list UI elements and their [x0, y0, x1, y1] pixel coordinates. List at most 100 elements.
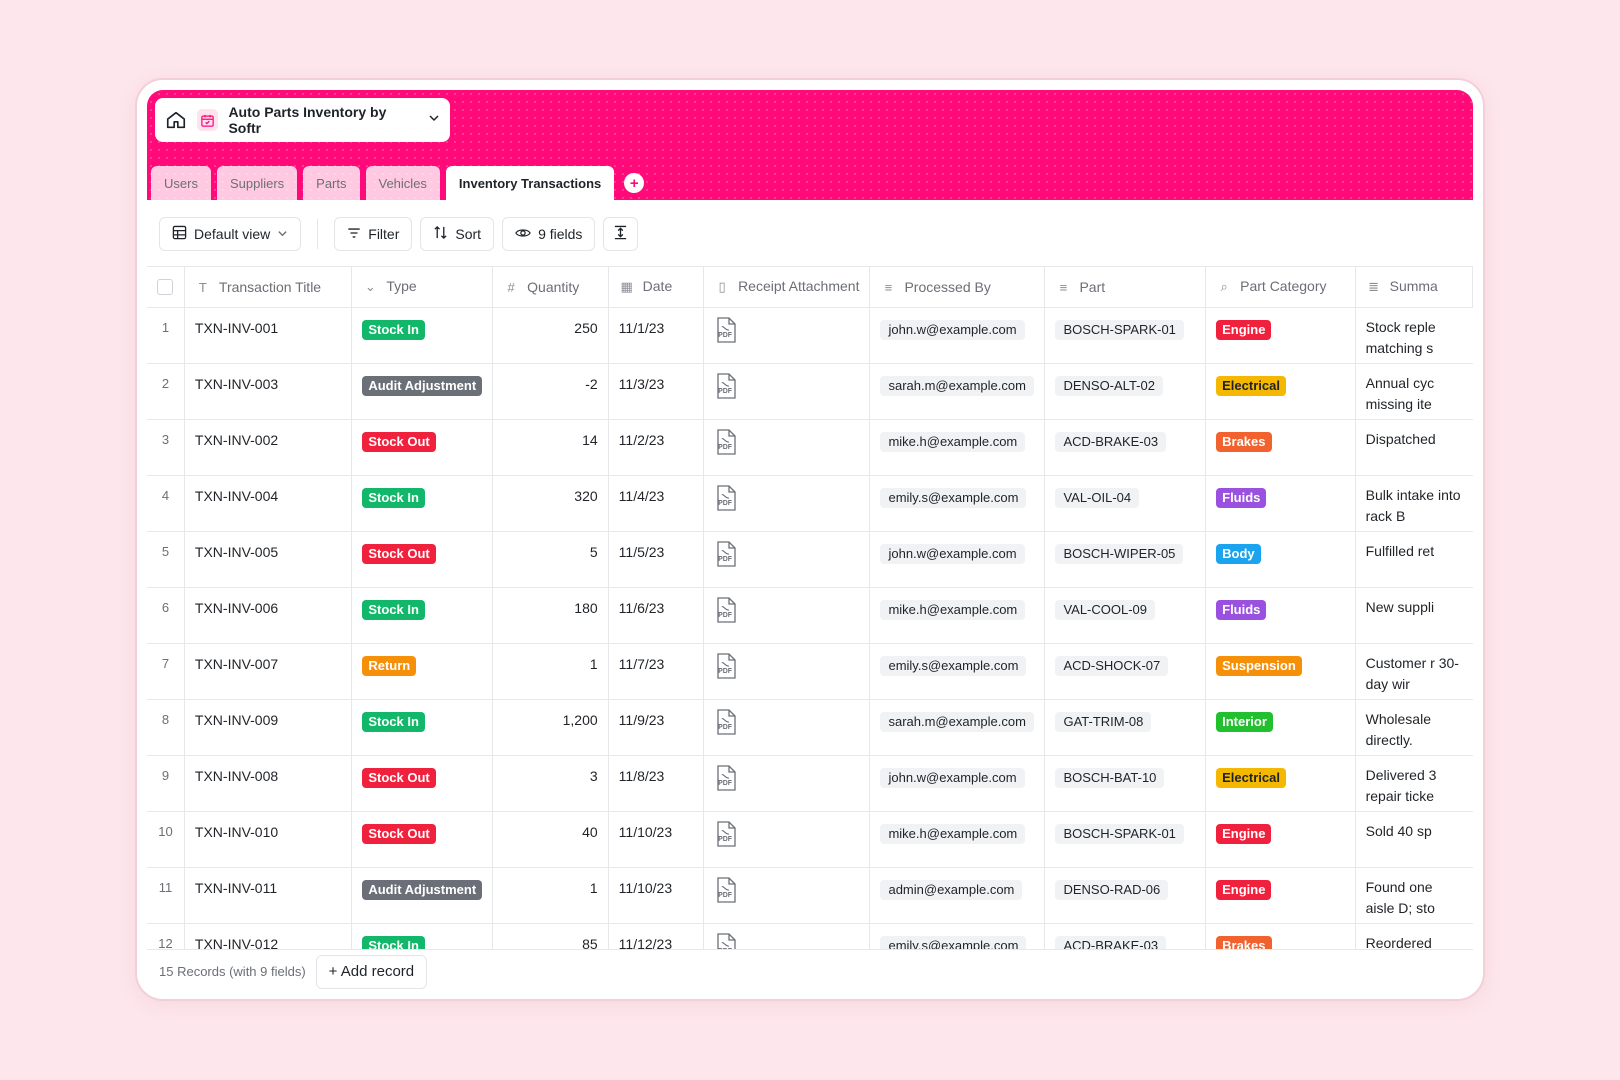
- column-header-transaction-title[interactable]: T Transaction Title: [184, 267, 353, 308]
- type-cell[interactable]: Stock In: [351, 923, 494, 949]
- processed-by-cell[interactable]: mike.h@example.com: [869, 587, 1046, 644]
- receipt-attachment-cell[interactable]: PDF: [703, 699, 871, 756]
- quantity-cell[interactable]: 14: [492, 419, 609, 476]
- date-cell[interactable]: 11/1/23: [608, 307, 705, 364]
- type-cell[interactable]: Stock In: [351, 475, 494, 532]
- type-cell[interactable]: Return: [351, 643, 494, 700]
- transaction-title-cell[interactable]: TXN-INV-002: [184, 419, 353, 476]
- tab-parts[interactable]: Parts: [303, 166, 360, 200]
- summary-cell[interactable]: Dispatched: [1355, 419, 1473, 476]
- date-cell[interactable]: 11/12/23: [608, 923, 705, 949]
- tab-inventory-transactions[interactable]: Inventory Transactions: [445, 166, 615, 200]
- receipt-attachment-cell[interactable]: PDF: [703, 643, 871, 700]
- transaction-title-cell[interactable]: TXN-INV-001: [184, 307, 353, 364]
- part-category-cell[interactable]: Fluids: [1205, 587, 1356, 644]
- pdf-file-icon[interactable]: PDF: [714, 876, 740, 904]
- table-row[interactable]: 7 TXN-INV-007 Return 1 11/7/23 PDF emily.s@exa…: [147, 643, 1473, 700]
- tab-suppliers[interactable]: Suppliers: [216, 166, 298, 200]
- transaction-title-cell[interactable]: TXN-INV-004: [184, 475, 353, 532]
- part-category-cell[interactable]: Interior: [1205, 699, 1356, 756]
- part-category-cell[interactable]: Suspension: [1205, 643, 1356, 700]
- receipt-attachment-cell[interactable]: PDF: [703, 755, 871, 812]
- table-row[interactable]: 1 TXN-INV-001 Stock In 250 11/1/23 PDF john.w@…: [147, 307, 1473, 364]
- type-cell[interactable]: Audit Adjustment: [351, 867, 494, 924]
- transaction-title-cell[interactable]: TXN-INV-010: [184, 811, 353, 868]
- type-cell[interactable]: Stock In: [351, 307, 494, 364]
- part-cell[interactable]: GAT-TRIM-08: [1044, 699, 1207, 756]
- quantity-cell[interactable]: 1,200: [492, 699, 609, 756]
- select-all-checkbox[interactable]: [157, 279, 174, 296]
- part-cell[interactable]: DENSO-ALT-02: [1044, 363, 1207, 420]
- receipt-attachment-cell[interactable]: PDF: [703, 363, 871, 420]
- processed-by-cell[interactable]: emily.s@example.com: [869, 643, 1046, 700]
- part-cell[interactable]: VAL-OIL-04: [1044, 475, 1207, 532]
- transaction-title-cell[interactable]: TXN-INV-007: [184, 643, 353, 700]
- type-cell[interactable]: Stock Out: [351, 419, 494, 476]
- type-cell[interactable]: Stock Out: [351, 811, 494, 868]
- app-switcher[interactable]: Auto Parts Inventory by Softr: [155, 98, 450, 142]
- date-cell[interactable]: 11/10/23: [608, 867, 705, 924]
- processed-by-cell[interactable]: admin@example.com: [869, 867, 1046, 924]
- processed-by-cell[interactable]: emily.s@example.com: [869, 475, 1046, 532]
- transaction-title-cell[interactable]: TXN-INV-009: [184, 699, 353, 756]
- date-cell[interactable]: 11/6/23: [608, 587, 705, 644]
- column-header-processed-by[interactable]: ≡ Processed By: [869, 267, 1046, 308]
- part-cell[interactable]: BOSCH-WIPER-05: [1044, 531, 1207, 588]
- summary-cell[interactable]: Delivered 3 repair ticke: [1355, 755, 1473, 812]
- table-row[interactable]: 10 TXN-INV-010 Stock Out 40 11/10/23 PDF mike.…: [147, 811, 1473, 868]
- quantity-cell[interactable]: 40: [492, 811, 609, 868]
- processed-by-cell[interactable]: mike.h@example.com: [869, 811, 1046, 868]
- add-table-button[interactable]: +: [624, 173, 645, 193]
- table-row[interactable]: 4 TXN-INV-004 Stock In 320 11/4/23 PDF emily.s…: [147, 475, 1473, 532]
- transaction-title-cell[interactable]: TXN-INV-011: [184, 867, 353, 924]
- quantity-cell[interactable]: 1: [492, 643, 609, 700]
- tab-users[interactable]: Users: [151, 166, 211, 200]
- part-cell[interactable]: BOSCH-BAT-10: [1044, 755, 1207, 812]
- part-category-cell[interactable]: Engine: [1205, 307, 1356, 364]
- column-header-quantity[interactable]: # Quantity: [492, 267, 609, 308]
- processed-by-cell[interactable]: emily.s@example.com: [869, 923, 1046, 949]
- part-category-cell[interactable]: Body: [1205, 531, 1356, 588]
- summary-cell[interactable]: Fulfilled ret: [1355, 531, 1473, 588]
- summary-cell[interactable]: Found one aisle D; sto: [1355, 867, 1473, 924]
- add-record-button[interactable]: + Add record: [315, 954, 428, 989]
- pdf-file-icon[interactable]: PDF: [714, 764, 740, 792]
- table-row[interactable]: 6 TXN-INV-006 Stock In 180 11/6/23 PDF mike.h@…: [147, 587, 1473, 644]
- type-cell[interactable]: Audit Adjustment: [351, 363, 494, 420]
- pdf-file-icon[interactable]: PDF: [714, 596, 740, 624]
- part-cell[interactable]: VAL-COOL-09: [1044, 587, 1207, 644]
- part-cell[interactable]: ACD-SHOCK-07: [1044, 643, 1207, 700]
- date-cell[interactable]: 11/10/23: [608, 811, 705, 868]
- chevron-down-icon[interactable]: [428, 111, 440, 129]
- date-cell[interactable]: 11/7/23: [608, 643, 705, 700]
- receipt-attachment-cell[interactable]: PDF: [703, 531, 871, 588]
- quantity-cell[interactable]: -2: [492, 363, 609, 420]
- receipt-attachment-cell[interactable]: PDF: [703, 867, 871, 924]
- summary-cell[interactable]: Bulk intake into rack B: [1355, 475, 1473, 532]
- fields-button[interactable]: 9 fields: [502, 217, 596, 251]
- part-category-cell[interactable]: Engine: [1205, 811, 1356, 868]
- pdf-file-icon[interactable]: PDF: [714, 652, 740, 680]
- transaction-title-cell[interactable]: TXN-INV-003: [184, 363, 353, 420]
- transaction-title-cell[interactable]: TXN-INV-006: [184, 587, 353, 644]
- column-header-part-category[interactable]: ⌕ Part Category: [1205, 267, 1356, 308]
- quantity-cell[interactable]: 180: [492, 587, 609, 644]
- receipt-attachment-cell[interactable]: PDF: [703, 923, 871, 949]
- pdf-file-icon[interactable]: PDF: [714, 372, 740, 400]
- table-row[interactable]: 8 TXN-INV-009 Stock In 1,200 11/9/23 PDF sarah…: [147, 699, 1473, 756]
- transaction-title-cell[interactable]: TXN-INV-005: [184, 531, 353, 588]
- summary-cell[interactable]: Customer r 30-day wir: [1355, 643, 1473, 700]
- receipt-attachment-cell[interactable]: PDF: [703, 307, 871, 364]
- tab-vehicles[interactable]: Vehicles: [365, 166, 440, 200]
- date-cell[interactable]: 11/3/23: [608, 363, 705, 420]
- date-cell[interactable]: 11/5/23: [608, 531, 705, 588]
- quantity-cell[interactable]: 250: [492, 307, 609, 364]
- part-cell[interactable]: ACD-BRAKE-03: [1044, 419, 1207, 476]
- date-cell[interactable]: 11/4/23: [608, 475, 705, 532]
- part-category-cell[interactable]: Electrical: [1205, 755, 1356, 812]
- part-cell[interactable]: BOSCH-SPARK-01: [1044, 307, 1207, 364]
- processed-by-cell[interactable]: sarah.m@example.com: [869, 699, 1046, 756]
- part-category-cell[interactable]: Fluids: [1205, 475, 1356, 532]
- summary-cell[interactable]: New suppli: [1355, 587, 1473, 644]
